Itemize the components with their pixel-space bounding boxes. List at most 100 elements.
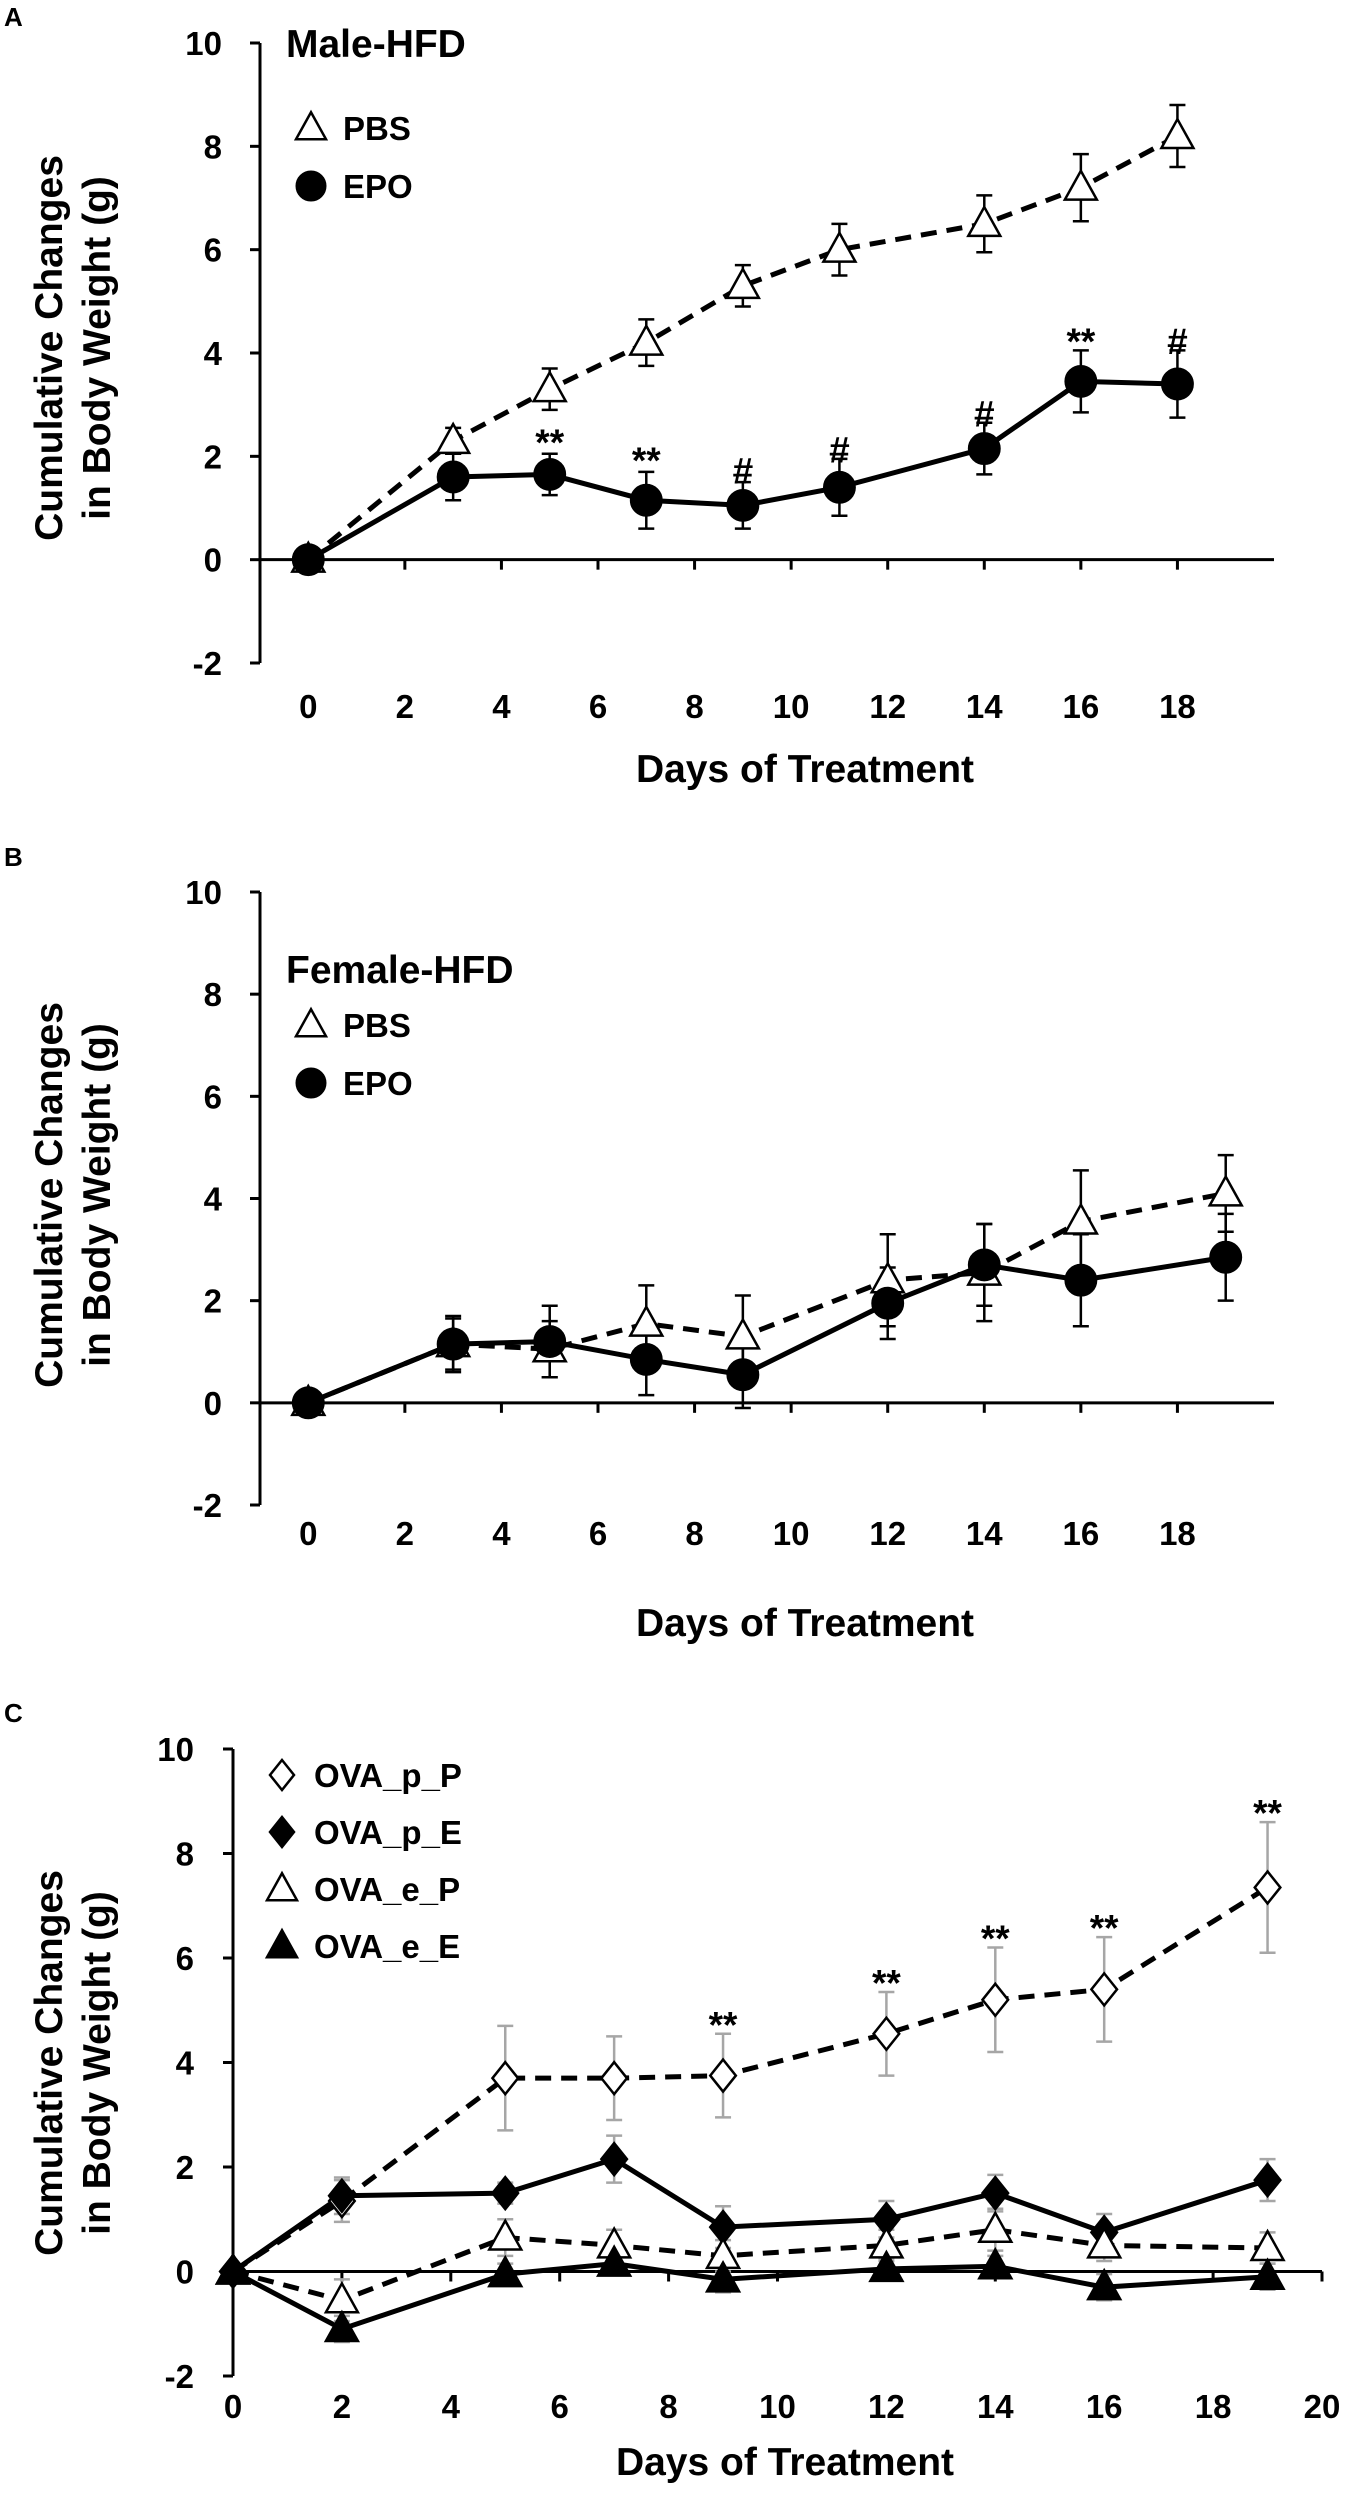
panel-c: C Cumulative Changes in Body Weight (g) … [4, 1698, 1340, 2484]
x-tick-label: 16 [1062, 688, 1099, 725]
x-tick-label: 4 [442, 2388, 461, 2425]
x-tick-label: 12 [869, 1515, 906, 1552]
x-tick-label: 10 [773, 688, 810, 725]
data-point-epo [1209, 1240, 1243, 1274]
y-tick-label: 4 [204, 335, 223, 372]
x-tick-label: 4 [492, 688, 511, 725]
x-tick-label: 6 [589, 1515, 607, 1552]
data-point-ova-p-e [980, 2175, 1010, 2212]
y-tick-label: 6 [204, 232, 222, 269]
data-point-pbs [531, 369, 568, 403]
series-line-pbs [306, 133, 1179, 562]
legend-label: EPO [343, 1065, 413, 1102]
data-point-pbs [628, 323, 665, 356]
y-tick-label: 2 [204, 1283, 222, 1320]
y-tick-label: 8 [176, 1836, 194, 1873]
significance-annotation: ** [632, 440, 661, 481]
panel-b: B Female-HFD Cumulative Changes in Body … [4, 842, 1274, 1645]
data-point-epo [629, 1342, 663, 1376]
significance-annotation: ** [535, 422, 564, 463]
x-tick-label: 2 [333, 2388, 351, 2425]
panel-b-legend: PBS EPO [293, 1006, 413, 1102]
data-point-epo [436, 460, 470, 494]
y-tick-label: 2 [204, 438, 222, 475]
data-point-ova-e-p [323, 2280, 361, 2314]
legend-label: OVA_p_P [314, 1757, 462, 1794]
legend-label: PBS [343, 1007, 411, 1044]
data-point-ova-p-p [708, 2057, 738, 2094]
data-point-ova-e-e [868, 2249, 905, 2283]
data-point-epo [871, 1286, 905, 1320]
x-tick-label: 20 [1304, 2388, 1341, 2425]
data-point-epo [1064, 1263, 1098, 1297]
y-tick-label: 0 [204, 1385, 222, 1422]
panel-b-letter: B [4, 842, 23, 872]
data-point-pbs [1062, 168, 1099, 201]
data-point-epo [533, 457, 567, 491]
y-tick-label: -2 [193, 645, 222, 682]
y-tick-label: -2 [165, 2358, 194, 2395]
x-tick-label: 14 [977, 2388, 1014, 2425]
legend-marker-ova-e-p [264, 1870, 300, 1902]
data-point-ova-e-p [487, 2218, 524, 2251]
panel-b-xlabel: Days of Treatment [636, 1602, 974, 1645]
data-point-pbs [724, 1317, 761, 1350]
data-point-epo [967, 432, 1001, 466]
x-tick-label: 18 [1195, 2388, 1232, 2425]
data-point-ova-e-e [596, 2244, 633, 2277]
x-tick-label: 16 [1062, 1515, 1099, 1552]
legend-marker-ova-e-e [264, 1927, 300, 1959]
data-point-epo [533, 1325, 567, 1358]
x-tick-label: 16 [1086, 2388, 1123, 2425]
data-point-ova-e-e [1249, 2257, 1286, 2290]
data-point-pbs [1062, 1202, 1099, 1235]
data-point-epo [822, 470, 856, 504]
panel-a-plot: -2 0 2 4 6 8 10 0 2 4 6 8 10 12 14 16 18 ** ** # # # ** # [185, 25, 1274, 725]
x-tick-label: 0 [299, 1515, 317, 1552]
x-tick-label: 10 [759, 2388, 796, 2425]
x-tick-label: 2 [396, 1515, 414, 1552]
significance-annotation: ** [709, 2004, 738, 2045]
data-point-epo [1160, 367, 1194, 401]
x-tick-label: 12 [868, 2388, 905, 2425]
x-tick-label: 14 [966, 688, 1003, 725]
data-point-pbs [1159, 116, 1196, 150]
y-tick-label: 4 [204, 1181, 223, 1218]
legend-label: OVA_p_E [314, 1814, 462, 1851]
panel-c-ylabel-line2: in Body Weight (g) [76, 1891, 119, 2235]
data-point-ova-p-e [490, 2175, 520, 2212]
legend-marker-pbs [293, 109, 329, 141]
x-tick-label: 18 [1159, 688, 1196, 725]
data-point-ova-e-p [977, 2210, 1014, 2243]
panel-b-ylabel-line2: in Body Weight (g) [76, 1023, 119, 1367]
panel-c-plot: -2 0 2 4 6 8 10 0 2 4 6 8 10 12 14 16 18 20 ** ** ** ** ** [157, 1731, 1340, 2425]
significance-annotation: ** [872, 1963, 901, 2004]
x-tick-label: 0 [299, 688, 317, 725]
x-tick-label: 14 [966, 1515, 1003, 1552]
panel-b-title: Female-HFD [286, 949, 514, 992]
data-point-pbs [966, 204, 1003, 238]
panel-a-letter: A [4, 2, 23, 32]
panel-c-legend: OVA_p_P OVA_p_E OVA_e_P OVA_e_E [264, 1757, 462, 1965]
data-point-ova-e-e [323, 2309, 361, 2343]
x-tick-label: 12 [869, 688, 906, 725]
data-point-epo [1064, 364, 1098, 398]
data-point-pbs [628, 1304, 665, 1337]
significance-annotation: # [733, 450, 754, 491]
y-tick-label: 10 [185, 874, 222, 911]
data-point-ova-p-p [871, 2015, 901, 2052]
legend-marker-pbs [293, 1006, 329, 1038]
legend-marker-epo [295, 1067, 327, 1099]
significance-annotation: # [829, 430, 850, 471]
data-point-ova-e-e [487, 2254, 524, 2288]
x-tick-label: 8 [685, 1515, 703, 1552]
significance-annotation: ** [981, 1918, 1010, 1959]
data-point-epo [726, 1358, 760, 1392]
significance-annotation: # [974, 393, 995, 434]
legend-label: OVA_e_E [314, 1928, 460, 1965]
y-tick-label: 4 [176, 2045, 195, 2082]
panel-a-title: Male-HFD [286, 23, 466, 66]
y-tick-label: 8 [204, 128, 222, 165]
data-point-epo [436, 1327, 470, 1361]
